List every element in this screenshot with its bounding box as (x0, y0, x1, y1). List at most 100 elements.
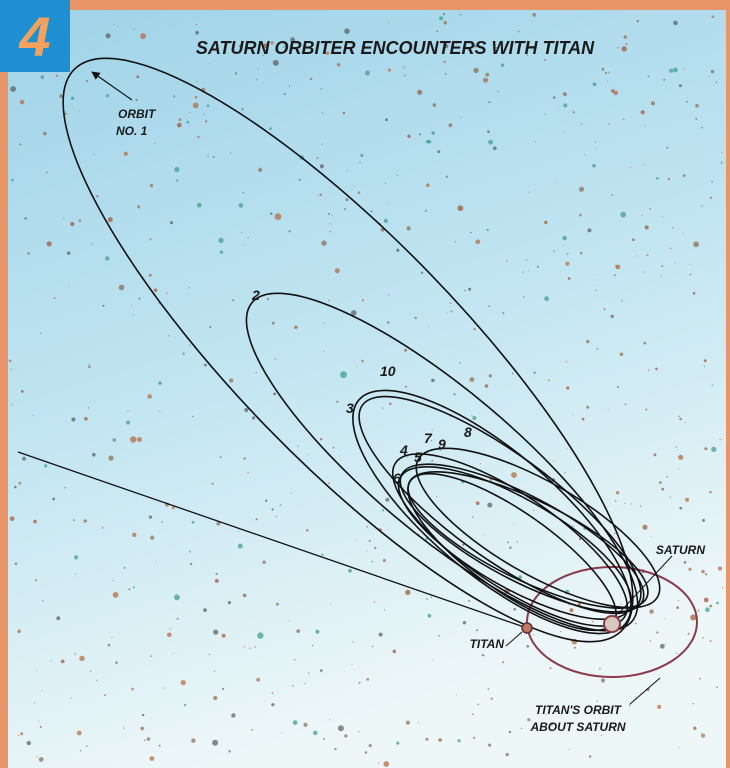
star (653, 453, 657, 457)
star (720, 161, 723, 164)
star (108, 455, 114, 461)
star (518, 575, 522, 579)
star (209, 326, 212, 328)
sky-background (8, 10, 726, 768)
star (195, 80, 198, 82)
star (135, 98, 138, 102)
star (283, 93, 286, 96)
star (566, 386, 570, 390)
star (509, 546, 512, 549)
star (105, 256, 110, 261)
star (254, 646, 256, 648)
star (374, 546, 377, 550)
star (557, 107, 559, 109)
star (281, 732, 283, 734)
star (701, 205, 703, 207)
star (690, 264, 692, 265)
star (316, 157, 319, 159)
star (565, 261, 570, 266)
star (14, 562, 18, 566)
star (213, 695, 218, 701)
star (508, 730, 512, 734)
star (577, 602, 582, 606)
star (528, 191, 530, 193)
star (388, 202, 390, 204)
star (678, 84, 682, 88)
star (154, 143, 156, 145)
star (271, 321, 275, 325)
star (212, 156, 215, 158)
star (596, 348, 599, 350)
star (430, 440, 433, 442)
star (564, 472, 566, 474)
star (549, 667, 552, 670)
star (272, 59, 279, 66)
star (721, 587, 724, 589)
star (456, 43, 457, 45)
star (703, 359, 707, 363)
star (14, 485, 17, 489)
star (161, 521, 164, 523)
star (329, 230, 331, 233)
star (111, 636, 113, 638)
star (396, 248, 400, 252)
star (695, 118, 698, 120)
star (528, 270, 529, 272)
star (96, 195, 99, 198)
star (46, 171, 48, 174)
star (460, 116, 462, 118)
star (438, 634, 441, 637)
star (241, 108, 244, 111)
star (472, 516, 474, 518)
star (605, 71, 607, 74)
star (669, 496, 672, 498)
star (331, 214, 333, 216)
star (66, 251, 71, 255)
star (370, 210, 373, 213)
star (46, 241, 52, 247)
star (323, 322, 325, 324)
star (158, 381, 162, 385)
star (32, 414, 34, 416)
orbit-number: 5 (414, 449, 422, 465)
star (484, 384, 489, 388)
star (701, 126, 703, 129)
star (673, 67, 678, 73)
star (251, 728, 254, 731)
star (247, 237, 249, 239)
star (578, 537, 582, 541)
star (454, 241, 456, 243)
star (38, 757, 44, 762)
star (118, 284, 125, 291)
orbit-1 (62, 57, 634, 643)
star (136, 75, 140, 79)
orbit-number: 10 (380, 363, 396, 379)
star (213, 670, 216, 672)
titan-orbit-label: TITAN'S ORBIT (535, 703, 623, 717)
star (628, 704, 631, 707)
star (91, 243, 93, 245)
star (615, 491, 620, 495)
star (686, 100, 688, 103)
star (71, 417, 76, 422)
star (544, 296, 549, 302)
star (221, 633, 226, 638)
star (553, 460, 555, 462)
star (427, 613, 432, 618)
star (595, 279, 597, 281)
star (526, 54, 529, 56)
star (692, 292, 696, 295)
star (75, 573, 77, 575)
star (205, 120, 208, 123)
star (322, 351, 324, 352)
star (112, 438, 117, 442)
star (701, 733, 706, 738)
orbit-9 (407, 471, 649, 609)
star (212, 739, 219, 746)
star (573, 646, 576, 649)
star (505, 752, 509, 757)
star (361, 359, 364, 363)
star (715, 81, 718, 84)
star (290, 37, 296, 43)
star (384, 182, 386, 184)
